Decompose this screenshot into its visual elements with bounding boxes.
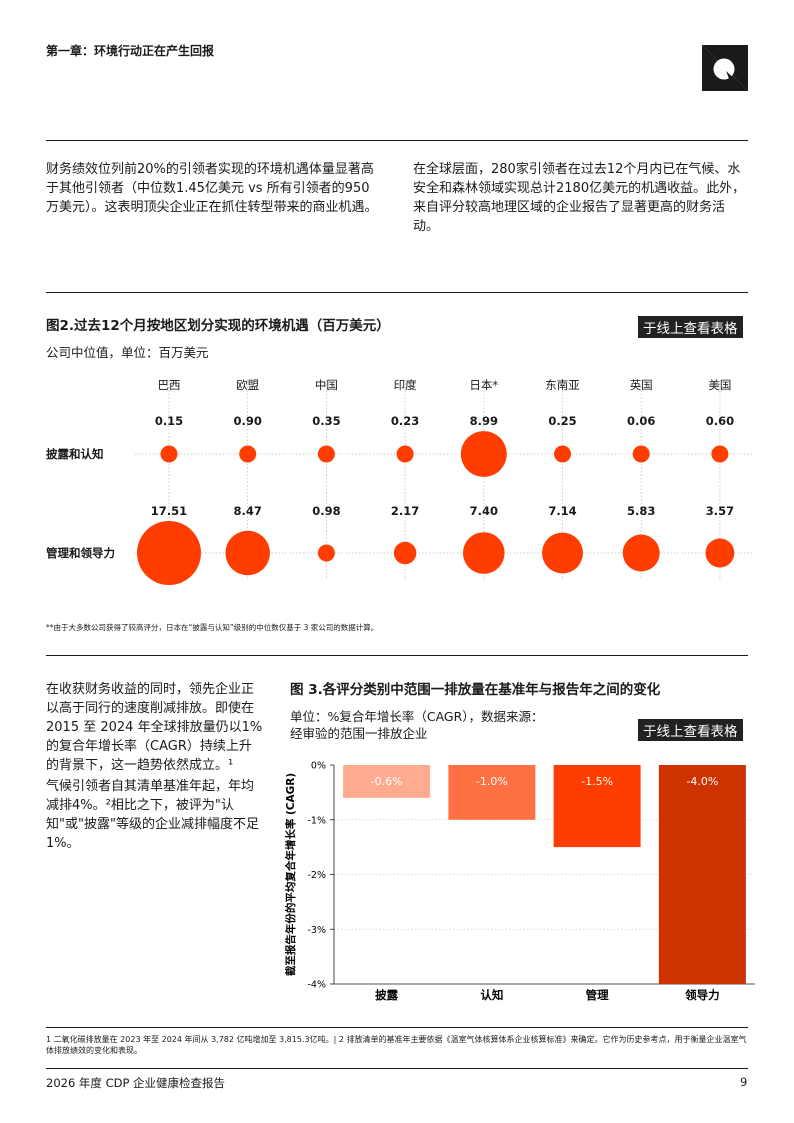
figure2-view-online-button[interactable]: 于线上查看表格 bbox=[638, 316, 743, 338]
bubble-value: 0.15 bbox=[155, 414, 183, 428]
figure2-title: 图2.过去12个月按地区划分实现的环境机遇（百万美元） bbox=[46, 318, 390, 334]
figure3-view-online-button[interactable]: 于线上查看表格 bbox=[638, 719, 743, 741]
region-label: 欧盟 bbox=[236, 378, 259, 392]
body-paragraph-1: 在收获财务收益的同时，领先企业正以高于同行的速度削减排放。即使在 2015 至 … bbox=[46, 682, 263, 773]
figure3-unit: 单位：%复合年增长率（CAGR），数据来源：经审验的范围一排放企业 bbox=[290, 709, 544, 741]
category-label: 披露 bbox=[375, 988, 398, 1002]
bubble bbox=[317, 544, 335, 562]
bubble-value: 0.25 bbox=[548, 414, 576, 428]
bubble bbox=[396, 445, 414, 463]
bubble bbox=[460, 431, 507, 477]
y-tick-label: -4% bbox=[308, 980, 327, 991]
bar-value-label: -1.0% bbox=[476, 775, 508, 788]
row-label: 披露和认知 bbox=[46, 447, 104, 461]
region-label: 巴西 bbox=[158, 378, 181, 392]
bar-value-label: -4.0% bbox=[686, 775, 718, 788]
bubble-value: 8.47 bbox=[234, 504, 262, 518]
footnotes: 1 二氧化碳排放量在 2023 年至 2024 年间从 3,782 亿吨增加至 … bbox=[46, 1035, 747, 1055]
bubble bbox=[137, 521, 201, 585]
y-axis-title: 截至报告年份的平均复合年增长率 (CAGR) bbox=[284, 773, 297, 976]
intro-paragraph-right: 在全球层面，280家引领者在过去12个月内已在气候、水安全和森林领域实现总计21… bbox=[413, 162, 746, 234]
bubble bbox=[317, 445, 335, 463]
chapter-title: 第一章：环境行动正在产生回报 bbox=[46, 44, 215, 58]
region-label: 东南亚 bbox=[545, 378, 580, 392]
bubble-value: 0.35 bbox=[312, 414, 340, 428]
y-tick-label: -1% bbox=[308, 815, 327, 826]
bubble bbox=[542, 532, 583, 574]
region-label: 日本* bbox=[469, 378, 498, 392]
figure2-rule bbox=[46, 292, 748, 293]
category-label: 领导力 bbox=[684, 988, 720, 1002]
bubble bbox=[393, 541, 417, 565]
intro-paragraph-left: 财务绩效位列前20%的引领者实现的环境机遇体量显著高于其他引领者（中位数1.45… bbox=[46, 162, 378, 215]
body-paragraph-2: 气候引领者自其清单基准年起，年均减排4%。²相比之下，被评为"认知"或"披露"等… bbox=[46, 779, 259, 851]
page-number: 9 bbox=[740, 1075, 748, 1089]
bubble-value: 7.14 bbox=[548, 504, 576, 518]
region-label: 美国 bbox=[708, 378, 731, 392]
bar-value-label: -0.6% bbox=[371, 775, 403, 788]
bubble-value: 3.57 bbox=[706, 504, 734, 518]
bubble bbox=[554, 445, 571, 463]
bubble-value: 0.90 bbox=[234, 414, 262, 428]
footnote-rule bbox=[46, 1027, 748, 1028]
bubble-value: 7.40 bbox=[470, 504, 498, 518]
bubble-value: 2.17 bbox=[391, 504, 419, 518]
bubble bbox=[239, 445, 257, 463]
figure2-note: **由于大多数公司获得了较高评分，日本在“披露与认知”级别的中位数仅基于 3 家… bbox=[46, 623, 379, 632]
bubble bbox=[462, 532, 505, 574]
cagr-bar bbox=[448, 765, 536, 820]
bubble-value: 0.23 bbox=[391, 414, 419, 428]
figure3-rule bbox=[46, 655, 748, 656]
y-tick-label: 0% bbox=[311, 761, 326, 772]
cagr-bar bbox=[658, 765, 746, 984]
category-label: 认知 bbox=[480, 988, 503, 1002]
region-label: 中国 bbox=[315, 378, 338, 392]
bubble-value: 0.06 bbox=[627, 414, 655, 428]
bubble-value: 0.60 bbox=[706, 414, 734, 428]
bubble bbox=[622, 534, 660, 572]
figure3-title: 图 3.各评分类别中范围一排放量在基准年与报告年之间的变化 bbox=[290, 682, 661, 698]
header-rule bbox=[46, 140, 748, 141]
bar-value-label: -1.5% bbox=[581, 775, 613, 788]
region-label: 英国 bbox=[630, 378, 653, 392]
bubble-value: 0.98 bbox=[312, 504, 340, 518]
cagr-bar-chart: 0% -1% -2% -3% -4% 截至报告年份的平均复合年增长率 (CAGR) -0.6… bbox=[284, 761, 755, 1002]
bubble-value: 17.51 bbox=[151, 504, 187, 518]
cdp-logo-icon bbox=[702, 45, 748, 91]
bubble bbox=[711, 445, 729, 463]
footer-rule bbox=[46, 1068, 748, 1069]
bubble-value: 5.83 bbox=[627, 504, 655, 518]
cagr-bar bbox=[343, 765, 431, 798]
y-tick-label: -2% bbox=[308, 870, 327, 881]
category-label: 管理 bbox=[586, 988, 609, 1002]
row-label: 管理和领导力 bbox=[46, 546, 115, 560]
report-name: 2026 年度 CDP 企业健康检查报告 bbox=[46, 1076, 226, 1090]
bubble bbox=[705, 538, 735, 568]
bubble bbox=[632, 445, 650, 463]
cagr-bar bbox=[553, 765, 641, 848]
region-label: 印度 bbox=[394, 378, 417, 392]
y-tick-label: -3% bbox=[308, 925, 327, 936]
bubble bbox=[160, 445, 178, 463]
bubble-value: 8.99 bbox=[470, 414, 498, 428]
figure2-unit: 公司中位值，单位：百万美元 bbox=[46, 345, 209, 360]
bubble bbox=[225, 530, 270, 576]
